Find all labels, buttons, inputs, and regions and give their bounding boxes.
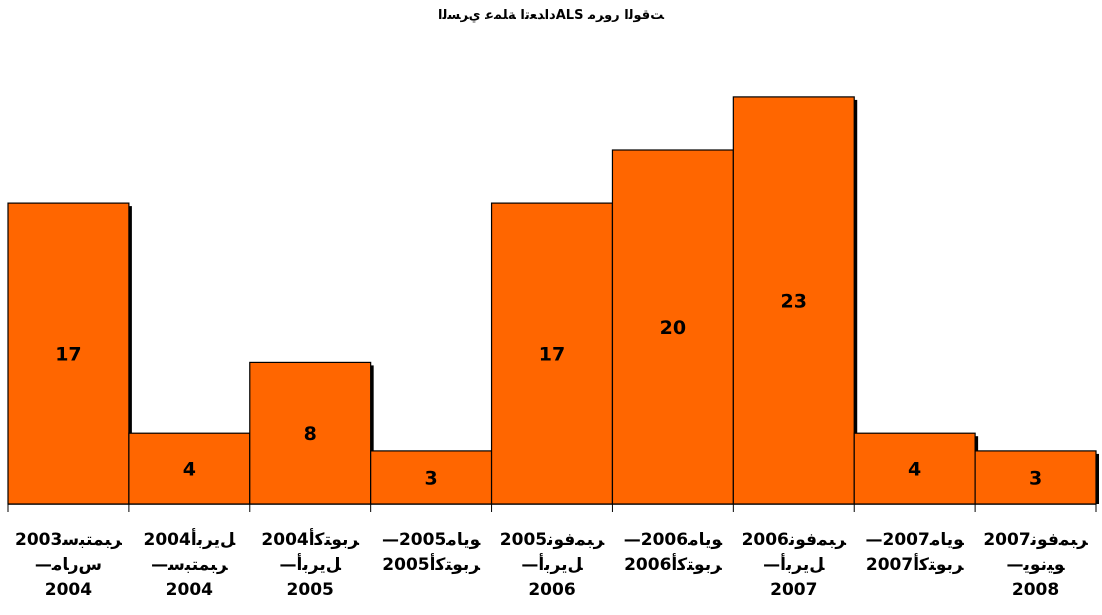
x-tick-label: 2008 [1012, 580, 1059, 600]
x-tick-label: —ﻮﻳﺎﻣ2006 [624, 530, 723, 550]
bar-value-label: 4 [183, 459, 196, 481]
x-tick-label: ﺮﺑﻮﺘﻛﺃ2005 [382, 553, 480, 575]
x-tick-label: ﺮﺒﻤﻓﻮﻧ2005 [500, 530, 605, 550]
bar-value-label: 3 [1029, 467, 1042, 489]
bar-value-label: 4 [908, 459, 921, 481]
bar-value-label: 20 [660, 317, 686, 339]
x-tick-label: ﻞﻳﺮﺑﺃ2004 [143, 528, 235, 550]
bar [128, 432, 251, 505]
bar [974, 450, 1097, 505]
x-tick-label: 2005 [287, 580, 334, 600]
x-tick-label: ﺮﺒﻤﻓﻮﻧ2007 [983, 530, 1088, 550]
x-tick-label: —ﻮﻳﺎﻣ2007 [866, 530, 965, 550]
x-tick-label: 2007 [770, 580, 817, 600]
bar [732, 96, 855, 505]
x-tick-label: —ﻞﻳﺮﺑﺃ [521, 553, 583, 575]
x-tick-label: —ﺱﺭﺎﻣ [35, 555, 102, 575]
bar-value-label: 17 [539, 344, 565, 366]
bar [611, 149, 734, 505]
x-tick-label: —ﻮﻳﺎﻣ2005 [382, 530, 481, 550]
x-tick-label: ﺮﺒﻤﺘﺒﺳ2003 [15, 530, 122, 550]
x-tick-label: ﺮﺒﻤﻓﻮﻧ2006 [742, 530, 847, 550]
bar-value-label: 23 [781, 290, 807, 312]
bar [490, 202, 614, 505]
bar [370, 450, 493, 505]
x-tick-label: 2004 [45, 580, 92, 600]
x-tick-label: 2004 [166, 580, 213, 600]
x-tick-label: —ﻮﻴﻧﻮﻳ [1007, 555, 1065, 575]
x-tick-label: —ﻞﻳﺮﺑﺃ [280, 553, 342, 575]
bar [249, 361, 372, 505]
x-tick-label: 2006 [528, 580, 575, 600]
bar [853, 432, 976, 505]
bar-value-label: 8 [304, 423, 317, 445]
bar [7, 202, 130, 505]
bar-value-label: 17 [55, 344, 81, 366]
chart-title: ﺩﺍﺪﻌﺗﺍ ﺔﻠﻤﻋ ﻱﺮﺴﻟﺍALS ﺖﻗﻮﻟﺍ ﺭﻭﺮﻣ [438, 8, 664, 23]
x-tick-label: ﺮﺑﻮﺘﻛﺃ2006 [624, 553, 722, 575]
bar-value-label: 3 [424, 467, 437, 489]
x-tick-label: —ﺮﺒﻤﺘﺒﺳ [151, 555, 228, 575]
x-tick-label: ﺮﺑﻮﺘﻛﺃ2007 [866, 553, 964, 575]
x-tick-label: ﺮﺑﻮﺘﻛﺃ2004 [261, 528, 359, 550]
x-tick-label: —ﻞﻳﺮﺑﺃ [763, 553, 825, 575]
